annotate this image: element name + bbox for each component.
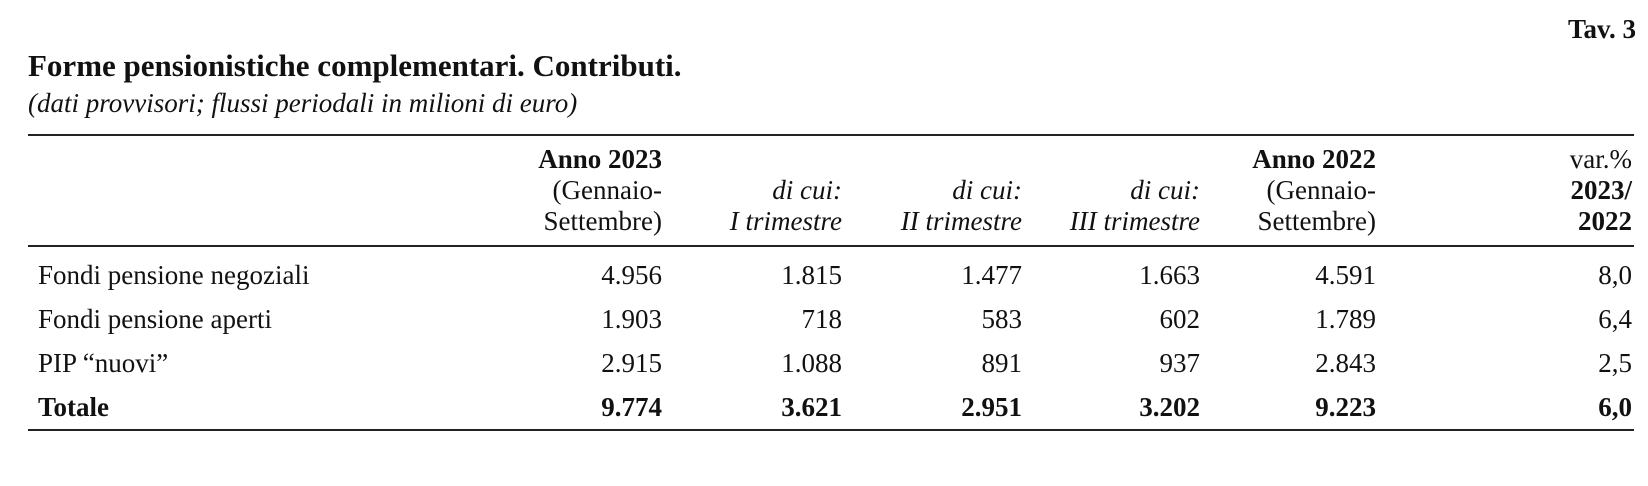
cell-anno-2023: 4.956 bbox=[601, 259, 662, 290]
header-label-column bbox=[28, 135, 488, 246]
table-reference: Tav. 3 bbox=[1567, 14, 1636, 44]
table-row: PIP “nuovi” 2.915 1.088 891 937 2.843 2,… bbox=[28, 341, 1634, 385]
cell-anno-2023: 1.903 bbox=[601, 303, 662, 334]
row-label: Fondi pensione negoziali bbox=[38, 259, 310, 290]
cell-iii-trimestre: 1.663 bbox=[1139, 259, 1200, 290]
total-row: Totale 9.774 3.621 2.951 3.202 9.223 6,0 bbox=[28, 385, 1634, 430]
header-i-trimestre-line1: di cui: bbox=[772, 175, 842, 205]
cell-i-trimestre: 3.621 bbox=[781, 391, 842, 422]
header-anno-2022-title: Anno 2022 bbox=[1252, 144, 1376, 174]
header-variazione: var.% 2023/ 2022 bbox=[1392, 135, 1634, 246]
cell-anno-2022: 1.789 bbox=[1315, 303, 1376, 334]
header-anno-2022-line2: Settembre) bbox=[1257, 206, 1376, 236]
cell-iii-trimestre: 3.202 bbox=[1139, 391, 1200, 422]
cell-anno-2022: 9.223 bbox=[1315, 391, 1376, 422]
header-ii-trimestre-line1: di cui: bbox=[952, 175, 1022, 205]
cell-ii-trimestre: 891 bbox=[981, 347, 1023, 378]
header-i-trimestre-line2: I trimestre bbox=[729, 206, 842, 236]
header-anno-2022: Anno 2022 (Gennaio- Settembre) bbox=[1216, 135, 1392, 246]
header-anno-2023-line1: (Gennaio- bbox=[552, 175, 662, 205]
contributions-table: Anno 2023 (Gennaio- Settembre) di cui: I… bbox=[28, 134, 1634, 431]
cell-i-trimestre: 1.815 bbox=[781, 259, 842, 290]
header-iii-trimestre-line2: III trimestre bbox=[1069, 206, 1200, 236]
cell-i-trimestre: 1.088 bbox=[781, 347, 842, 378]
header-anno-2022-line1: (Gennaio- bbox=[1266, 175, 1376, 205]
cell-anno-2023: 9.774 bbox=[601, 391, 662, 422]
table-subtitle: (dati provvisori; flussi periodali in mi… bbox=[28, 88, 578, 118]
cell-variazione: 2,5 bbox=[1598, 347, 1632, 378]
cell-i-trimestre: 718 bbox=[801, 303, 843, 334]
cell-anno-2022: 2.843 bbox=[1315, 347, 1376, 378]
header-variazione-line1: var.% bbox=[1569, 144, 1632, 174]
cell-ii-trimestre: 1.477 bbox=[961, 259, 1022, 290]
header-iii-trimestre: di cui: III trimestre bbox=[1038, 135, 1216, 246]
row-label: PIP “nuovi” bbox=[38, 347, 169, 378]
table-row: Fondi pensione negoziali 4.956 1.815 1.4… bbox=[28, 246, 1634, 297]
cell-iii-trimestre: 937 bbox=[1159, 347, 1201, 378]
header-i-trimestre: di cui: I trimestre bbox=[678, 135, 858, 246]
table-title: Forme pensionistiche complementari. Cont… bbox=[28, 48, 682, 83]
row-label: Fondi pensione aperti bbox=[38, 303, 272, 334]
row-label: Totale bbox=[38, 391, 110, 422]
header-anno-2023-title: Anno 2023 bbox=[538, 144, 662, 174]
cell-ii-trimestre: 2.951 bbox=[961, 391, 1022, 422]
table-row: Fondi pensione aperti 1.903 718 583 602 … bbox=[28, 297, 1634, 341]
cell-iii-trimestre: 602 bbox=[1159, 303, 1201, 334]
cell-variazione: 6,0 bbox=[1598, 391, 1632, 422]
header-anno-2023-line2: Settembre) bbox=[543, 206, 662, 236]
header-anno-2023: Anno 2023 (Gennaio- Settembre) bbox=[488, 135, 678, 246]
cell-anno-2023: 2.915 bbox=[601, 347, 662, 378]
cell-ii-trimestre: 583 bbox=[981, 303, 1023, 334]
header-iii-trimestre-line1: di cui: bbox=[1130, 175, 1200, 205]
header-ii-trimestre: di cui: II trimestre bbox=[858, 135, 1038, 246]
header-variazione-line2: 2023/ bbox=[1570, 175, 1632, 205]
header-ii-trimestre-line2: II trimestre bbox=[900, 206, 1022, 236]
header-variazione-line3: 2022 bbox=[1578, 206, 1632, 236]
cell-variazione: 8,0 bbox=[1598, 259, 1632, 290]
cell-variazione: 6,4 bbox=[1598, 303, 1632, 334]
cell-anno-2022: 4.591 bbox=[1315, 259, 1376, 290]
header-row: Anno 2023 (Gennaio- Settembre) di cui: I… bbox=[28, 135, 1634, 246]
